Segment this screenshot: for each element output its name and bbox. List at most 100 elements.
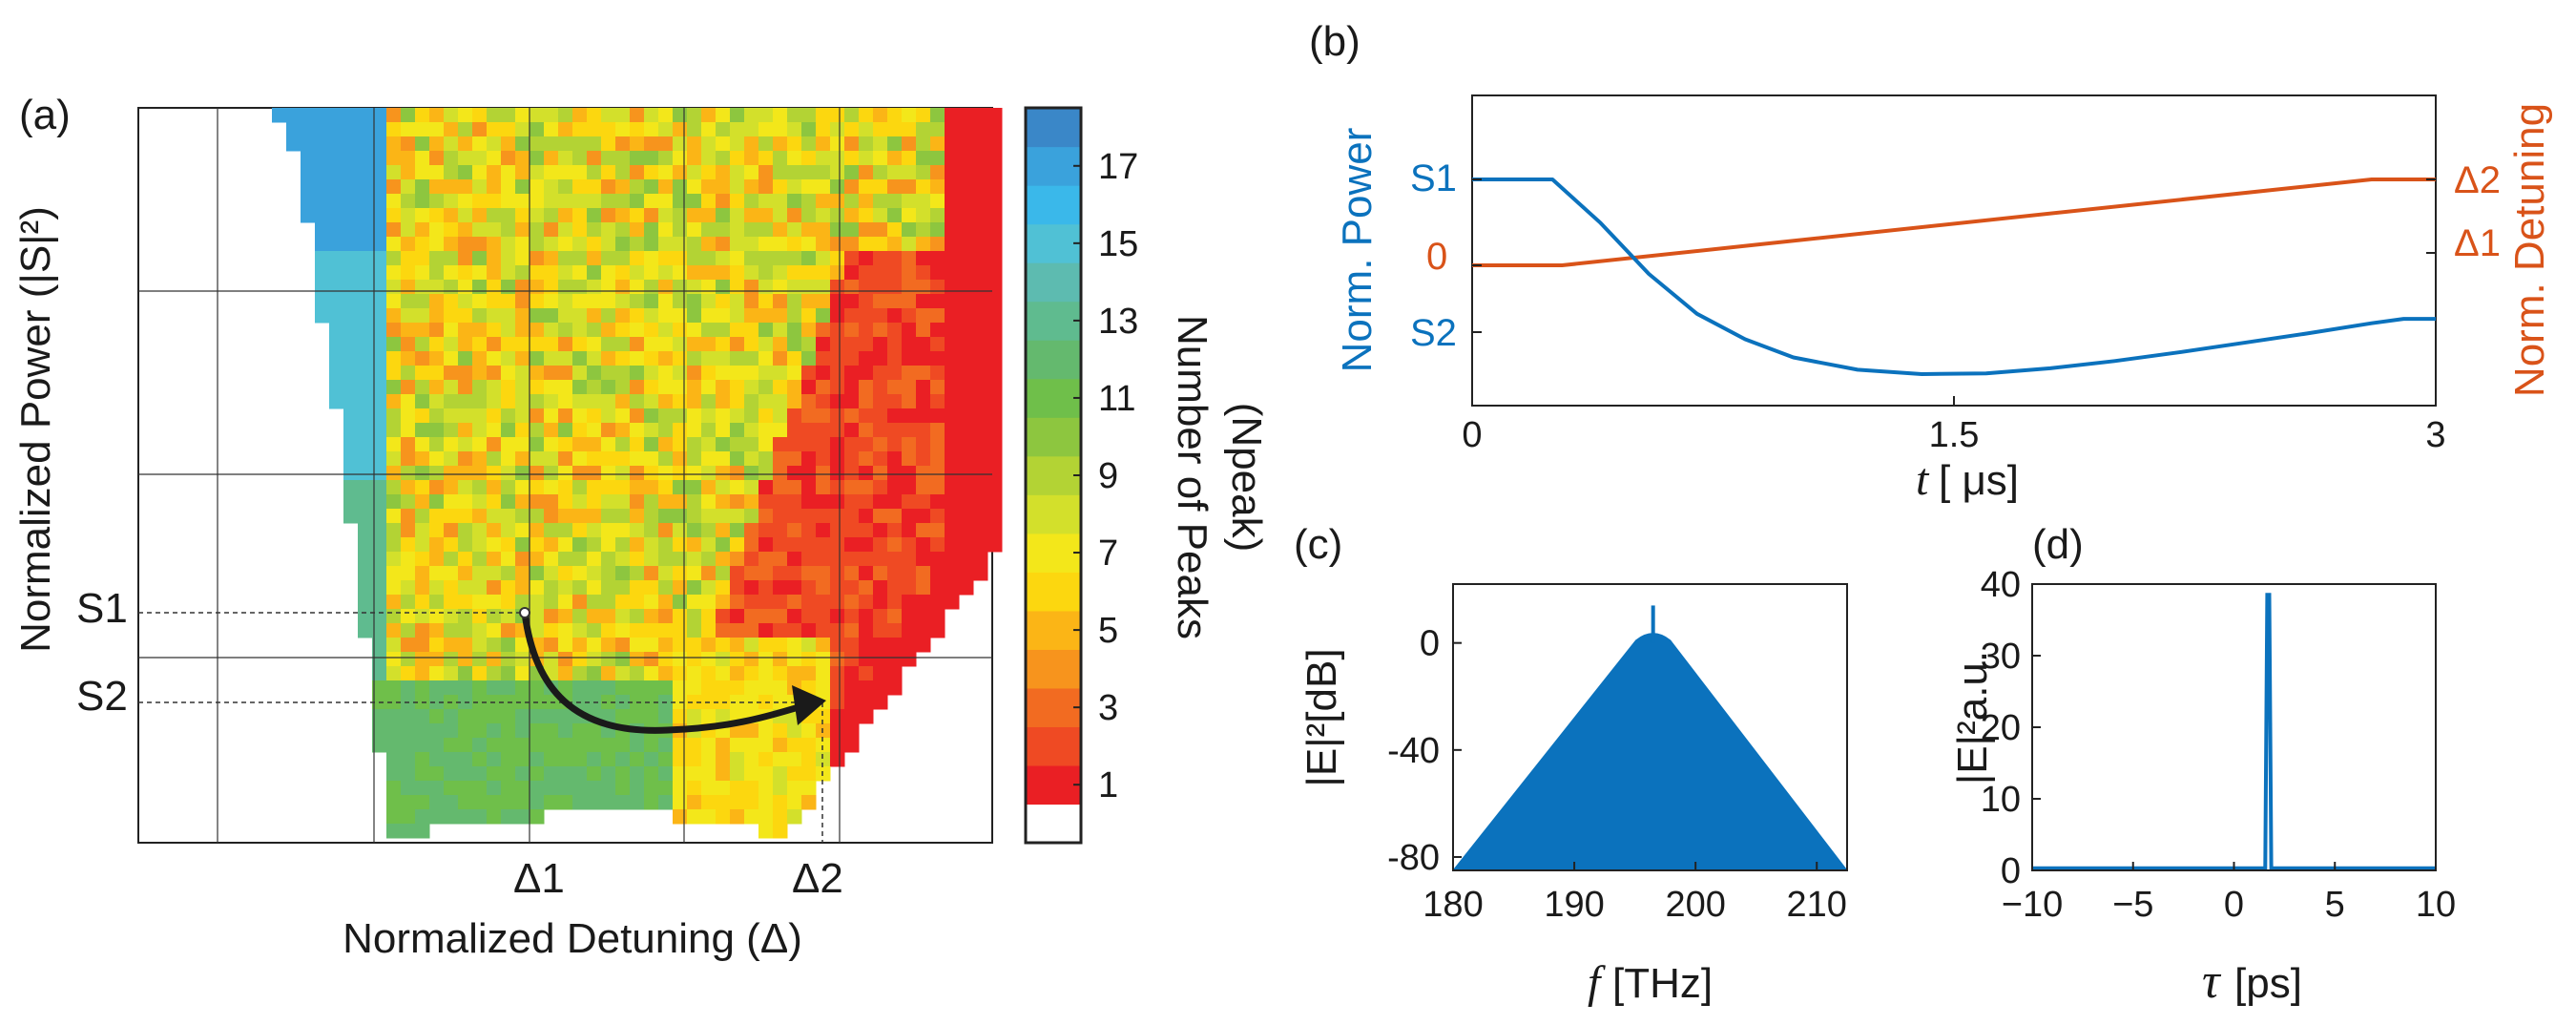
heatmap-cell <box>873 695 888 710</box>
heatmap-cell <box>343 237 359 252</box>
heatmap-cell <box>587 179 602 195</box>
heatmap-cell <box>472 509 488 524</box>
heatmap-cell <box>730 781 745 796</box>
heatmap-cell <box>844 494 860 510</box>
heatmap-cell <box>945 523 960 538</box>
heatmap-cell <box>372 723 387 739</box>
heatmap-cell <box>386 638 402 653</box>
heatmap-cell <box>758 251 774 266</box>
heatmap-cell <box>343 466 359 481</box>
heatmap-cell <box>801 723 817 739</box>
heatmap-cell <box>315 280 330 295</box>
heatmap-cell <box>601 680 616 696</box>
heatmap-cell <box>558 451 573 467</box>
heatmap-cell <box>630 709 645 724</box>
heatmap-cell <box>916 423 931 438</box>
heatmap-cell <box>558 752 573 767</box>
heatmap-cell <box>887 165 903 180</box>
heatmap-cell <box>816 709 831 724</box>
heatmap-cell <box>830 480 845 495</box>
heatmap-cell <box>501 394 516 409</box>
heatmap-cell <box>945 494 960 510</box>
heatmap-cell <box>873 151 888 166</box>
heatmap-cell <box>372 451 387 467</box>
heatmap-cell <box>987 523 1003 538</box>
heatmap-cell <box>501 208 516 223</box>
heatmap-cell <box>701 480 717 495</box>
heatmap-cell <box>544 509 559 524</box>
heatmap-cell <box>844 466 860 481</box>
heatmap-cell <box>930 337 945 352</box>
heatmap-cell <box>458 323 473 338</box>
heatmap-cell <box>501 136 516 152</box>
heatmap-cell <box>401 680 416 696</box>
heatmap-cell <box>801 466 817 481</box>
colorbar-segment <box>1026 533 1081 573</box>
heatmap-cell <box>902 623 917 638</box>
heatmap-cell <box>801 337 817 352</box>
heatmap-cell <box>687 595 702 610</box>
heatmap-cell <box>444 151 459 166</box>
heatmap-cell <box>701 323 717 338</box>
heatmap-cell <box>615 580 631 596</box>
heatmap-cell <box>816 494 831 510</box>
heatmap-cell <box>401 609 416 624</box>
heatmap-cell <box>744 208 759 223</box>
heatmap-cell <box>343 494 359 510</box>
heatmap-cell <box>429 623 445 638</box>
heatmap-cell <box>329 265 344 281</box>
heatmap-cell <box>630 265 645 281</box>
heatmap-cell <box>773 766 788 782</box>
heatmap-cell <box>515 351 530 366</box>
heatmap-cell <box>716 709 731 724</box>
heatmap-cell <box>615 308 631 324</box>
heatmap-cell <box>844 423 860 438</box>
heatmap-cell <box>658 237 674 252</box>
heatmap-cell <box>458 136 473 152</box>
heatmap-cell <box>830 351 845 366</box>
heatmap-cell <box>515 280 530 295</box>
heatmap-cell <box>458 709 473 724</box>
heatmap-cell <box>630 423 645 438</box>
heatmap-cell <box>315 222 330 238</box>
heatmap-cell <box>358 480 373 495</box>
heatmap-cell <box>515 423 530 438</box>
heatmap-cell <box>758 723 774 739</box>
heatmap-cell <box>301 208 316 223</box>
heatmap-cell <box>930 537 945 553</box>
heatmap-cell <box>515 480 530 495</box>
heatmap-cell <box>844 251 860 266</box>
heatmap-cell <box>558 680 573 696</box>
heatmap-cell <box>386 609 402 624</box>
heatmap-cell <box>630 280 645 295</box>
heatmap-cell <box>644 781 659 796</box>
heatmap-cell <box>773 437 788 452</box>
heatmap-cell <box>558 294 573 309</box>
heatmap-cell <box>358 423 373 438</box>
heatmap-cell <box>644 366 659 381</box>
heatmap-cell <box>959 437 974 452</box>
heatmap-cell <box>658 165 674 180</box>
heatmap-cell <box>902 480 917 495</box>
heatmap-cell <box>472 523 488 538</box>
heatmap-cell <box>429 795 445 810</box>
heatmap-cell <box>372 151 387 166</box>
heatmap-cell <box>472 480 488 495</box>
heatmap-cell <box>487 194 502 209</box>
heatmap-cell <box>716 394 731 409</box>
heatmap-cell <box>773 566 788 581</box>
heatmap-cell <box>487 451 502 467</box>
heatmap-cell <box>744 237 759 252</box>
heatmap-cell <box>343 480 359 495</box>
heatmap-cell <box>830 652 845 667</box>
heatmap-cell <box>644 337 659 352</box>
heatmap-cell <box>544 709 559 724</box>
heatmap-cell <box>701 638 717 653</box>
colorbar-label-line1: Number of Peaks <box>1169 315 1215 639</box>
heatmap-cell <box>615 480 631 495</box>
heatmap-cell <box>916 408 931 424</box>
heatmap-cell <box>916 451 931 467</box>
heatmap-cell <box>472 437 488 452</box>
heatmap-cell <box>530 537 545 553</box>
heatmap-cell <box>830 337 845 352</box>
